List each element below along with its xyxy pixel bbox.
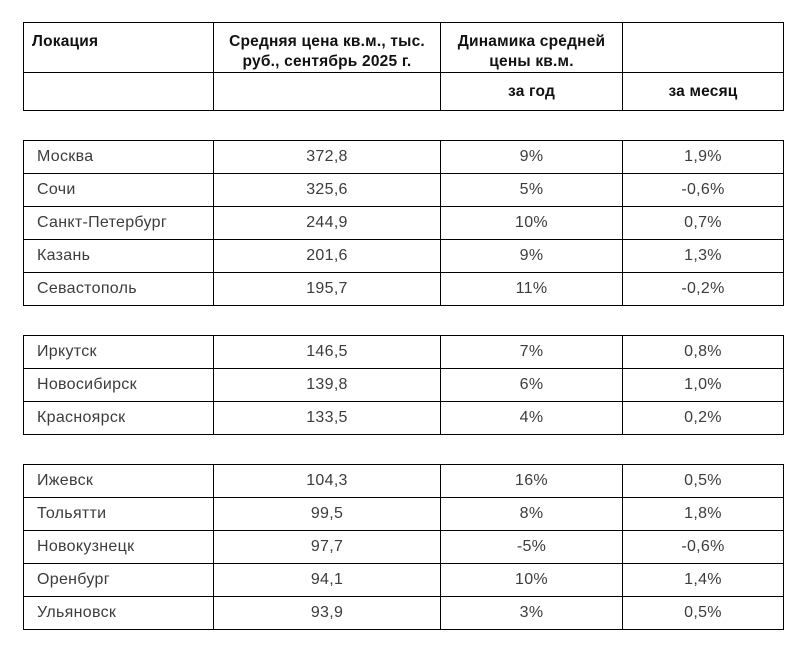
- cell-year-change: 5%: [440, 173, 623, 207]
- cell-location: Тольятти: [23, 497, 214, 531]
- cell-location: Иркутск: [23, 335, 214, 369]
- cell-price: 325,6: [213, 173, 441, 207]
- cell-price: 94,1: [213, 563, 441, 597]
- table-row: Оренбург 94,1 10% 1,4%: [23, 563, 784, 597]
- cell-month-change: 1,8%: [622, 497, 784, 531]
- cell-price: 133,5: [213, 401, 441, 435]
- cell-month-change: 0,7%: [622, 206, 784, 240]
- cell-price: 104,3: [213, 464, 441, 498]
- table-row: Севастополь 195,7 11% -0,2%: [23, 272, 784, 306]
- table-row: Казань 201,6 9% 1,3%: [23, 239, 784, 273]
- table-row: Ижевск 104,3 16% 0,5%: [23, 464, 784, 498]
- cell-location: Севастополь: [23, 272, 214, 306]
- cell-year-change: 10%: [440, 563, 623, 597]
- table-row: Иркутск 146,5 7% 0,8%: [23, 335, 784, 369]
- cell-month-change: 0,8%: [622, 335, 784, 369]
- cell-month-change: 1,4%: [622, 563, 784, 597]
- cell-location: Ижевск: [23, 464, 214, 498]
- table-row: Сочи 325,6 5% -0,6%: [23, 173, 784, 207]
- cell-month-change: 0,2%: [622, 401, 784, 435]
- cell-month-change: -0,2%: [622, 272, 784, 306]
- table-row: Новосибирск 139,8 6% 1,0%: [23, 368, 784, 402]
- cell-year-change: 6%: [440, 368, 623, 402]
- cell-year-change: 3%: [440, 596, 623, 630]
- cell-month-change: 1,0%: [622, 368, 784, 402]
- table-row: Санкт-Петербург 244,9 10% 0,7%: [23, 206, 784, 240]
- subheader-empty-location: [23, 72, 214, 111]
- column-header-price: Средняя цена кв.м., тыс. руб., сентябрь …: [213, 22, 441, 73]
- cell-location: Красноярск: [23, 401, 214, 435]
- header-row-main: Локация Средняя цена кв.м., тыс. руб., с…: [23, 22, 784, 73]
- header-row-sub: за год за месяц: [23, 72, 784, 111]
- cell-month-change: -0,6%: [622, 173, 784, 207]
- cell-location: Санкт-Петербург: [23, 206, 214, 240]
- cell-month-change: 0,5%: [622, 464, 784, 498]
- table-row: Ульяновск 93,9 3% 0,5%: [23, 596, 784, 630]
- table-row: Новокузнецк 97,7 -5% -0,6%: [23, 530, 784, 564]
- cell-month-change: -0,6%: [622, 530, 784, 564]
- cell-year-change: 7%: [440, 335, 623, 369]
- cell-year-change: 8%: [440, 497, 623, 531]
- cell-price: 99,5: [213, 497, 441, 531]
- cell-year-change: 4%: [440, 401, 623, 435]
- column-header-empty: [622, 22, 784, 73]
- table-groups-container: Москва 372,8 9% 1,9% Сочи 325,6 5% -0,6% Санкт-П…: [23, 140, 785, 630]
- table-group-block-3: Ижевск 104,3 16% 0,5% Тольятти 99,5 8% 1,8% Ново…: [23, 464, 784, 630]
- cell-price: 195,7: [213, 272, 441, 306]
- cell-month-change: 0,5%: [622, 596, 784, 630]
- cell-location: Сочи: [23, 173, 214, 207]
- column-header-location: Локация: [23, 22, 214, 73]
- cell-year-change: 16%: [440, 464, 623, 498]
- subheader-month: за месяц: [622, 72, 784, 111]
- cell-location: Оренбург: [23, 563, 214, 597]
- subheader-empty-price: [213, 72, 441, 111]
- cell-year-change: 9%: [440, 239, 623, 273]
- cell-year-change: 9%: [440, 140, 623, 174]
- cell-price: 244,9: [213, 206, 441, 240]
- table-row: Красноярск 133,5 4% 0,2%: [23, 401, 784, 435]
- cell-location: Ульяновск: [23, 596, 214, 630]
- cell-month-change: 1,9%: [622, 140, 784, 174]
- cell-price: 139,8: [213, 368, 441, 402]
- cell-location: Москва: [23, 140, 214, 174]
- table-group-block-2: Иркутск 146,5 7% 0,8% Новосибирск 139,8 6% 1,0%…: [23, 335, 784, 435]
- table-row: Москва 372,8 9% 1,9%: [23, 140, 784, 174]
- column-header-dynamics: Динамика средней цены кв.м.: [440, 22, 623, 73]
- subheader-year: за год: [440, 72, 623, 111]
- table-group-block-1: Москва 372,8 9% 1,9% Сочи 325,6 5% -0,6% Санкт-П…: [23, 140, 784, 306]
- cell-year-change: 11%: [440, 272, 623, 306]
- cell-price: 146,5: [213, 335, 441, 369]
- cell-year-change: -5%: [440, 530, 623, 564]
- cell-location: Казань: [23, 239, 214, 273]
- cell-price: 201,6: [213, 239, 441, 273]
- cell-price: 372,8: [213, 140, 441, 174]
- cell-location: Новосибирск: [23, 368, 214, 402]
- cell-month-change: 1,3%: [622, 239, 784, 273]
- table-header-block: Локация Средняя цена кв.м., тыс. руб., с…: [23, 22, 784, 111]
- cell-location: Новокузнецк: [23, 530, 214, 564]
- cell-year-change: 10%: [440, 206, 623, 240]
- cell-price: 97,7: [213, 530, 441, 564]
- cell-price: 93,9: [213, 596, 441, 630]
- table-row: Тольятти 99,5 8% 1,8%: [23, 497, 784, 531]
